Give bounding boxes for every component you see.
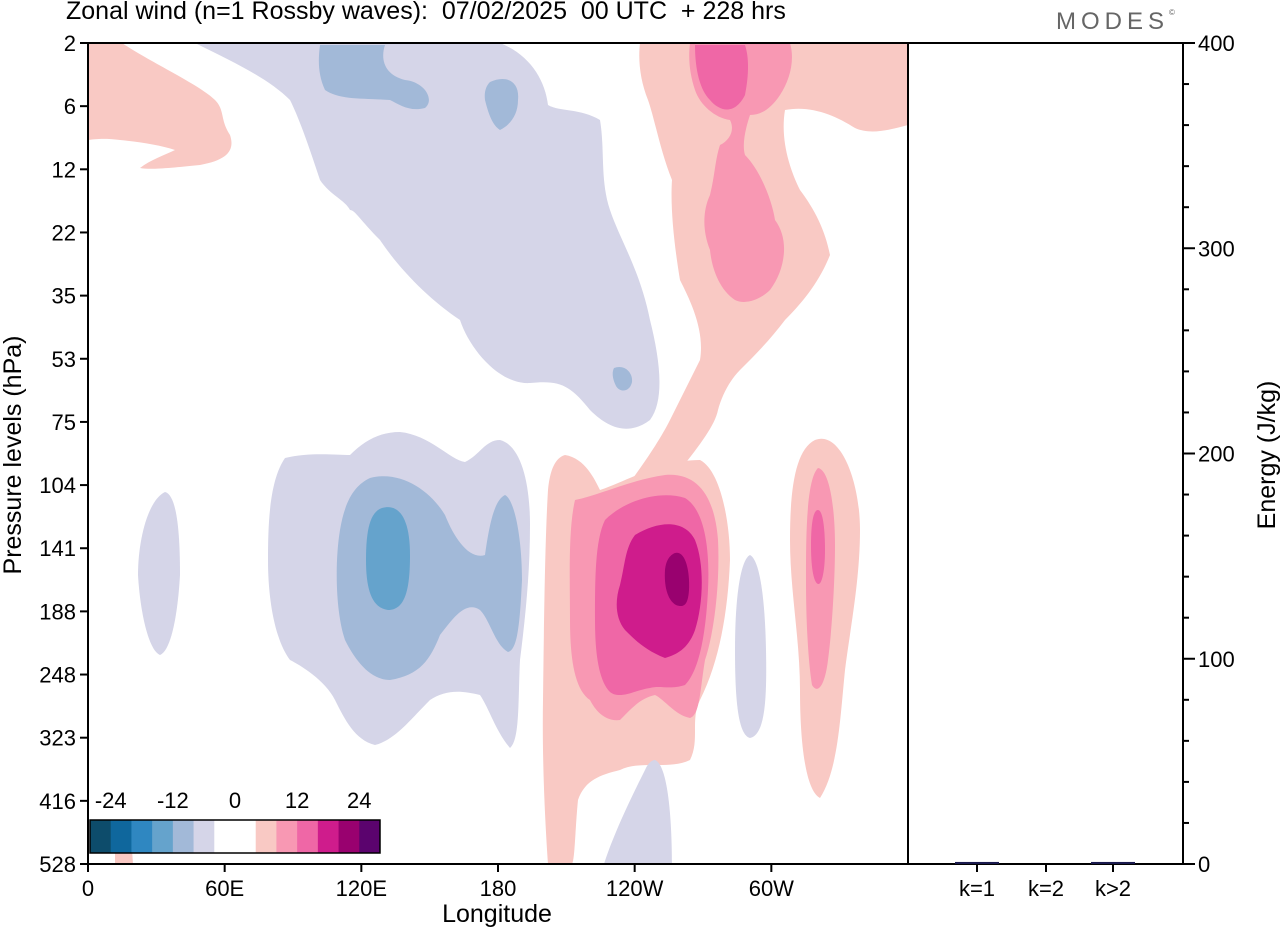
colorbar-swatch <box>172 820 195 853</box>
brand-text: MODES <box>1056 8 1170 35</box>
colorbar-swatch <box>214 820 236 853</box>
colorbar-swatch <box>193 820 215 853</box>
contour-neg-bottom <box>604 760 672 864</box>
contour-pos-center-core <box>664 552 690 607</box>
x-axis-ticks: 0 60E 120E 180 120W 60W <box>82 864 794 901</box>
y-tick-label: 104 <box>39 473 76 498</box>
energy-bar-label: k>2 <box>1095 876 1131 901</box>
y-tick-label: 416 <box>39 789 76 814</box>
colorbar-swatch <box>255 820 277 853</box>
x-tick-label: 60E <box>205 876 244 901</box>
y-tick-label: 141 <box>39 536 76 561</box>
colorbar-swatch <box>338 820 360 853</box>
colorbar-frame <box>89 819 381 854</box>
energy-axis-title: Energy (J/kg) <box>1253 381 1280 530</box>
y-tick-label: 323 <box>39 726 76 751</box>
energy-bar <box>1091 861 1135 864</box>
x-tick-label: 180 <box>480 876 517 901</box>
colorbar-label: 12 <box>285 788 309 813</box>
contour-pos-upper-right-inner <box>689 43 792 302</box>
y-tick-label: 528 <box>39 852 76 877</box>
colorbar-swatch <box>359 820 381 853</box>
contour-field <box>88 43 908 864</box>
contour-pos-upper-right-core <box>695 45 749 110</box>
x-tick-label: 120W <box>606 876 664 901</box>
y-axis-ticks: 2 6 12 22 35 53 75 104 141 188 248 323 416 528 <box>39 31 88 877</box>
energy-tick-label: 300 <box>1198 236 1235 261</box>
colorbar-swatch <box>152 820 174 853</box>
x-axis-title: Longitude <box>442 900 552 928</box>
colorbar-swatch <box>131 820 153 853</box>
colorbar-swatch <box>317 820 340 853</box>
colorbar-label: -12 <box>157 788 189 813</box>
colorbar-label: -24 <box>95 788 127 813</box>
energy-bar <box>955 861 999 864</box>
y-tick-label: 2 <box>64 31 76 56</box>
colorbar-swatch <box>90 820 112 853</box>
y-tick-label: 53 <box>52 347 76 372</box>
y-tick-label: 248 <box>39 663 76 688</box>
contour-neg-right <box>735 555 767 738</box>
colorbar-label: 0 <box>229 788 241 813</box>
colorbar-swatch <box>297 820 319 853</box>
y-tick-label: 35 <box>52 284 76 309</box>
y-axis-title: Pressure levels (hPa) <box>0 336 27 575</box>
colorbar-labels: -24 -12 0 12 24 <box>95 788 372 813</box>
contour-neg-upper-core-a <box>318 45 429 110</box>
energy-tick-label: 0 <box>1198 852 1210 877</box>
colorbar-swatch <box>235 820 257 853</box>
x-tick-label: 60W <box>749 876 794 901</box>
energy-bars <box>955 861 1135 864</box>
contour-neg-lower-left <box>138 492 180 655</box>
chart-title: Zonal wind (n=1 Rossby waves): 07/02/202… <box>66 0 786 25</box>
energy-bar-labels: k=1 k=2 k>2 <box>959 864 1131 901</box>
y-tick-label: 75 <box>52 410 76 435</box>
energy-tick-label: 200 <box>1198 442 1235 467</box>
colorbar <box>89 819 381 854</box>
energy-tick-label: 400 <box>1198 31 1235 56</box>
contour-neg-upper-core-b <box>484 79 519 130</box>
contour-neg-lower-core <box>366 507 410 610</box>
contour-neg-upper <box>195 43 660 429</box>
x-tick-label: 0 <box>82 876 94 901</box>
energy-bar-label: k=2 <box>1028 876 1064 901</box>
brand-mark: © <box>1169 8 1175 17</box>
y-tick-label: 188 <box>39 599 76 624</box>
energy-tick-label: 100 <box>1198 647 1235 672</box>
contour-pos-upper-left <box>88 43 232 169</box>
colorbar-swatch <box>276 820 298 853</box>
contour-neg-upper-core-c <box>612 366 633 391</box>
colorbar-swatch <box>110 820 132 853</box>
energy-bar-label: k=1 <box>959 876 995 901</box>
energy-axis-ticks: 0 100 200 300 400 <box>1183 31 1235 877</box>
modes-logo: MODES© <box>1056 8 1175 36</box>
colorbar-label: 24 <box>347 788 371 813</box>
y-tick-label: 6 <box>64 94 76 119</box>
x-tick-label: 120E <box>336 876 387 901</box>
y-tick-label: 12 <box>52 157 76 182</box>
y-tick-label: 22 <box>52 220 76 245</box>
contour-pos-right-core <box>811 510 825 585</box>
